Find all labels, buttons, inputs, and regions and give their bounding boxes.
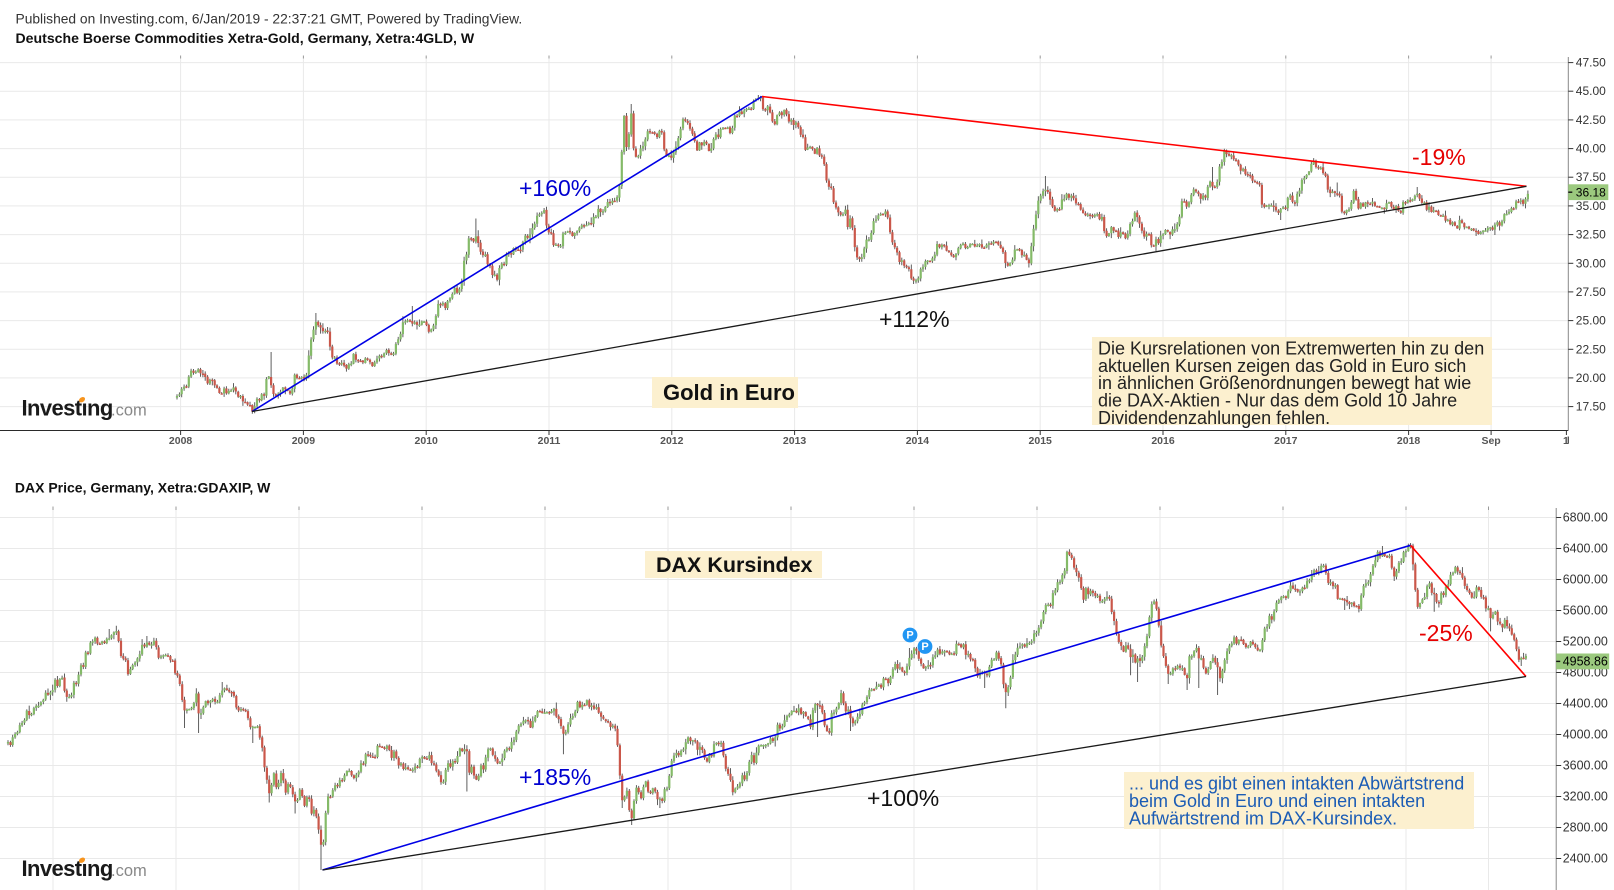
svg-text:2009: 2009 [292,435,316,447]
svg-text:+112%: +112% [879,306,950,332]
svg-text:2012: 2012 [660,435,684,447]
svg-text:6800.00: 6800.00 [1563,511,1608,525]
svg-text:-25%: -25% [1419,620,1473,646]
svg-text:3600.00: 3600.00 [1563,759,1608,773]
svg-text:36.18: 36.18 [1576,185,1606,199]
svg-text:32.50: 32.50 [1576,228,1606,242]
svg-text:DAX Kursindex: DAX Kursindex [656,553,813,577]
svg-text:Investıng: Investıng [22,856,113,881]
svg-text:2010: 2010 [415,435,439,447]
svg-text:45.00: 45.00 [1576,84,1606,98]
svg-text:25.00: 25.00 [1576,314,1606,328]
svg-text:2017: 2017 [1274,435,1298,447]
svg-text:beim Gold in Euro und einen in: beim Gold in Euro und einen intakten [1129,791,1425,811]
svg-text:5600.00: 5600.00 [1563,604,1608,618]
svg-text:2013: 2013 [783,435,807,447]
svg-text:6400.00: 6400.00 [1563,542,1608,556]
svg-text:... und es gibt einen intakten: ... und es gibt einen intakten Abwärtstr… [1129,774,1464,794]
svg-text:P: P [921,641,928,653]
svg-text:2014: 2014 [906,435,930,447]
svg-text:Deutsche Boerse Commodities Xe: Deutsche Boerse Commodities Xetra-Gold, … [16,30,475,46]
svg-text:.com: .com [111,862,147,880]
svg-text:+160%: +160% [519,175,591,201]
svg-text:2015: 2015 [1029,435,1053,447]
svg-text:aktuellen Kursen zeigen das Go: aktuellen Kursen zeigen das Gold in Euro… [1098,356,1466,376]
svg-text:2018: 2018 [1397,435,1421,447]
svg-text:40.00: 40.00 [1576,142,1606,156]
svg-text:2800.00: 2800.00 [1563,821,1608,835]
svg-text:Published on Investing.com, 6/: Published on Investing.com, 6/Jan/2019 -… [16,12,523,27]
svg-text:27.50: 27.50 [1576,285,1606,299]
svg-text:4000.00: 4000.00 [1563,728,1608,742]
svg-text:47.50: 47.50 [1576,56,1606,70]
svg-text:5200.00: 5200.00 [1563,635,1608,649]
svg-text:Gold in Euro: Gold in Euro [663,380,795,405]
svg-text:6000.00: 6000.00 [1563,573,1608,587]
svg-text:Dividendenzahlungen fehlen.: Dividendenzahlungen fehlen. [1098,408,1330,428]
svg-text:+100%: +100% [867,785,939,811]
svg-text:20.00: 20.00 [1576,371,1606,385]
svg-text:35.00: 35.00 [1576,199,1606,213]
svg-text:-19%: -19% [1412,144,1466,170]
svg-text:17.50: 17.50 [1576,400,1606,414]
svg-text:4958.86: 4958.86 [1563,655,1608,669]
svg-text:2016: 2016 [1151,435,1175,447]
svg-text:die DAX-Aktien - Nur das dem G: die DAX-Aktien - Nur das dem Gold 10 Jah… [1098,391,1457,411]
svg-text:4400.00: 4400.00 [1563,697,1608,711]
svg-text:37.50: 37.50 [1576,170,1606,184]
svg-text:Investıng: Investıng [22,396,113,421]
svg-text:30.00: 30.00 [1576,256,1606,270]
svg-text:2400.00: 2400.00 [1563,852,1608,866]
svg-text:.com: .com [111,402,147,420]
svg-text:P: P [906,630,913,642]
svg-text:Sep: Sep [1481,435,1500,447]
svg-text:Aufwärtstrend im DAX-Kursindex: Aufwärtstrend im DAX-Kursindex. [1129,809,1397,829]
svg-text:2011: 2011 [538,435,561,447]
svg-text:42.50: 42.50 [1576,113,1606,127]
svg-text:DAX Price, Germany, Xetra:GDAX: DAX Price, Germany, Xetra:GDAXIP, W [15,480,271,496]
svg-text:3200.00: 3200.00 [1563,790,1608,804]
svg-text:Die Kursrelationen von Extremw: Die Kursrelationen von Extremwerten hin … [1098,339,1484,359]
svg-text:1: 1 [1563,435,1569,447]
svg-text:in ähnlichen Größenordnungen b: in ähnlichen Größenordnungen bewegt hat … [1098,373,1471,393]
svg-text:2008: 2008 [169,435,193,447]
svg-text:+185%: +185% [519,764,591,790]
svg-text:22.50: 22.50 [1576,342,1606,356]
